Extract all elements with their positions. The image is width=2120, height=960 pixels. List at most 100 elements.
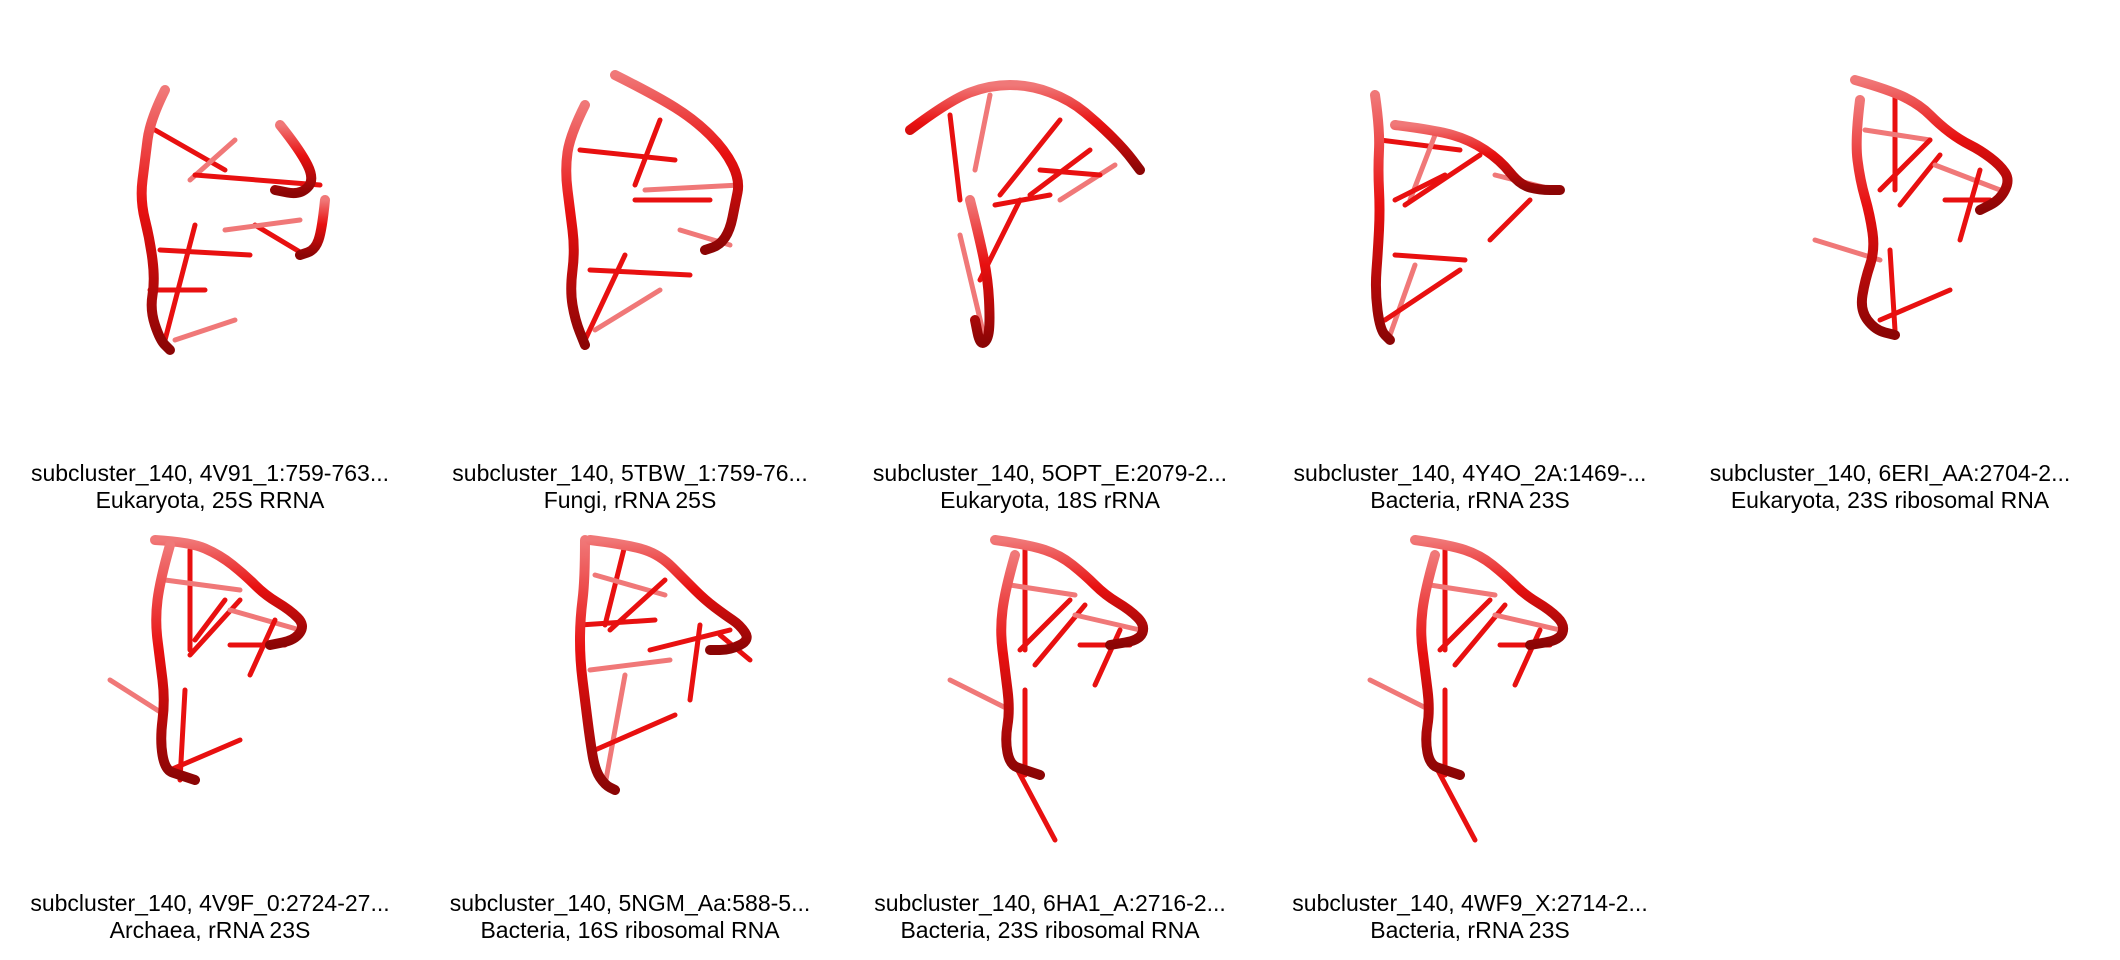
backbone-strand (151, 540, 200, 785)
rna-structure-image (1367, 535, 1569, 843)
base-pair-rung (602, 542, 628, 628)
base-pair-rung (1057, 162, 1118, 203)
rna-structure-image (136, 85, 330, 355)
structure-caption: subcluster_140, 6ERI_AA:2704-2... Eukaryo… (1680, 460, 2100, 514)
caption-title: subcluster_140, 4V9F_0:2724-27... (30, 890, 390, 916)
base-pair-rung (947, 677, 1013, 713)
base-pair-rung (947, 112, 963, 203)
base-pair-rung (632, 117, 663, 188)
base-pair-rung (587, 267, 693, 278)
base-pair-rung (1437, 597, 1493, 653)
rna-structure-image (1370, 90, 1565, 345)
caption-subtitle: Bacteria, 16S ribosomal RNA (480, 917, 780, 943)
base-pair-rung (1932, 162, 2003, 193)
backbone-strand (990, 535, 1149, 650)
structure-panel: subcluster_140, 5OPT_E:2079-2... Eukaryot… (840, 40, 1260, 513)
structure-panel: subcluster_140, 4V91_1:759-763... Eukaryo… (0, 40, 420, 513)
base-pair-rung (1862, 127, 1933, 143)
structure-caption: subcluster_140, 5TBW_1:759-76... Fungi, r… (420, 460, 840, 514)
rna-structure-image (561, 70, 744, 350)
rna-structure-image (947, 535, 1149, 843)
base-pair-rung (647, 627, 733, 653)
base-pair-rung (577, 147, 678, 163)
base-pair-rung (1432, 762, 1478, 843)
base-pair-rung (1487, 197, 1533, 243)
backbone-strand (1370, 90, 1395, 345)
caption-title: subcluster_140, 4WF9_X:2714-2... (1292, 890, 1648, 916)
base-pair-rung (162, 577, 243, 593)
backbone-strand (965, 195, 995, 348)
base-pair-rung (592, 712, 678, 753)
structure-grid: subcluster_140, 4V91_1:759-763... Eukaryo… (0, 40, 2100, 943)
structure-caption: subcluster_140, 5NGM_Aa:588-5... Bacteria… (420, 890, 840, 944)
rna-structure-image (905, 80, 1145, 348)
structure-panel: subcluster_140, 5TBW_1:759-76... Fungi, r… (420, 40, 840, 513)
base-pair-rung (1392, 172, 1448, 203)
rna-structure-image (575, 535, 753, 795)
base-pair-rung (1957, 167, 1983, 243)
base-pair-rung (1072, 612, 1143, 633)
base-pair-rung (687, 622, 703, 703)
base-pair-rung (1887, 247, 1898, 333)
base-pair-rung (107, 677, 168, 718)
base-pair-rung (1427, 582, 1498, 598)
structure-caption: subcluster_140, 4Y4O_2A:1469-... Bacteria… (1260, 460, 1680, 514)
caption-subtitle: Eukaryota, 25S RRNA (95, 487, 325, 513)
base-pair-rung (1392, 252, 1468, 263)
rna-structure-image (1812, 75, 2013, 340)
base-pair-rung (1377, 137, 1463, 153)
base-pair-rung (1012, 762, 1058, 843)
base-pair-rung (227, 607, 303, 633)
structure-panel: subcluster_140, 4Y4O_2A:1469-... Bacteria… (1260, 40, 1680, 513)
backbone-strand (1416, 550, 1465, 780)
base-pair-rung (592, 287, 663, 333)
structure-caption: subcluster_140, 6HA1_A:2716-2... Bacteria… (840, 890, 1260, 944)
base-pair-rung (587, 657, 673, 673)
backbone-strand (1851, 95, 1900, 340)
base-pair-rung (642, 182, 743, 193)
caption-subtitle: Eukaryota, 23S ribosomal RNA (1730, 487, 2050, 513)
backbone-strand (585, 535, 752, 655)
caption-subtitle: Eukaryota, 18S rRNA (940, 487, 1160, 513)
base-pair-rung (1382, 267, 1463, 323)
caption-subtitle: Bacteria, rRNA 23S (1370, 917, 1570, 943)
base-pair-rung (152, 127, 228, 173)
backbone-strand (575, 535, 620, 795)
structure-caption: subcluster_140, 5OPT_E:2079-2... Eukaryot… (840, 460, 1260, 514)
caption-title: subcluster_140, 4Y4O_2A:1469-... (1293, 460, 1647, 486)
base-pair-rung (1037, 167, 1103, 178)
base-pair-rung (1877, 287, 1953, 323)
caption-title: subcluster_140, 5NGM_Aa:588-5... (449, 890, 811, 916)
backbone-strand (150, 535, 307, 650)
caption-title: subcluster_140, 5OPT_E:2079-2... (872, 460, 1228, 486)
rna-structure-image (107, 535, 307, 785)
base-pair-rung (1367, 677, 1433, 713)
backbone-strand (905, 80, 1145, 175)
caption-subtitle: Fungi, rRNA 25S (543, 487, 717, 513)
base-pair-rung (252, 222, 308, 258)
base-pair-rung (1007, 582, 1078, 598)
base-pair-rung (997, 117, 1063, 198)
base-pair-rung (1402, 152, 1483, 208)
backbone-strand (270, 120, 317, 199)
base-pair-rung (1492, 612, 1563, 633)
backbone-strand (996, 550, 1045, 780)
backbone-strand (295, 195, 330, 260)
base-pair-rung (1512, 627, 1543, 688)
base-pair-rung (957, 232, 988, 343)
structure-panel: subcluster_140, 6HA1_A:2716-2... Bacteria… (840, 500, 1260, 960)
base-pair-rung (602, 672, 628, 788)
base-pair-rung (1092, 627, 1123, 688)
backbone-strand (1850, 75, 2013, 215)
caption-title: subcluster_140, 6HA1_A:2716-2... (874, 890, 1226, 916)
base-pair-rung (162, 222, 198, 343)
backbone-strand (561, 100, 590, 350)
backbone-strand (1410, 535, 1569, 650)
base-pair-rung (577, 617, 658, 628)
structure-caption: subcluster_140, 4V9F_0:2724-27... Archaea… (0, 890, 420, 944)
base-pair-rung (192, 597, 228, 643)
base-pair-rung (167, 737, 243, 773)
base-pair-rung (172, 317, 238, 343)
base-pair-rung (192, 172, 323, 188)
structure-panel: subcluster_140, 4WF9_X:2714-2... Bacteria… (1260, 500, 1680, 960)
